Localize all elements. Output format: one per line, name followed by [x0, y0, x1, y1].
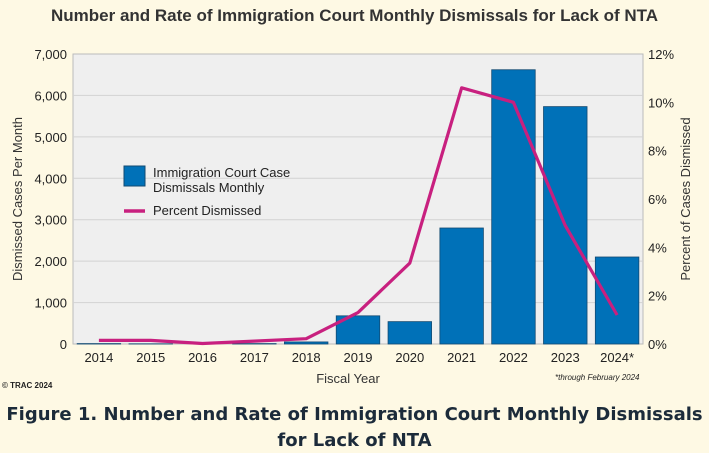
y2-tick-label: 8%	[648, 144, 667, 159]
x-tick-label: 2020	[395, 350, 424, 365]
y-tick-label: 3,000	[34, 213, 67, 228]
x-tick-label: 2021	[447, 350, 476, 365]
credit: © TRAC 2024	[2, 381, 53, 390]
y2-tick-label: 2%	[648, 289, 667, 304]
legend-label-bars: Immigration Court Case	[153, 165, 290, 180]
y2-tick-label: 10%	[648, 95, 674, 110]
x-tick-label: 2015	[136, 350, 165, 365]
legend-label-bars-line2: Dismissals Monthly	[153, 180, 265, 195]
y2-tick-label: 12%	[648, 47, 674, 62]
y2-tick-label: 0%	[648, 337, 667, 352]
chart: 0 1,000 2,000 3,000 4,000 5,000 6,000 7,000 0% 2%…	[10, 47, 693, 386]
bar	[491, 69, 536, 345]
legend-label-line: Percent Dismissed	[153, 203, 261, 218]
x-tick-label: 2016	[188, 350, 217, 365]
chart-title: Number and Rate of Immigration Court Mon…	[50, 6, 659, 25]
y-tick-label: 7,000	[34, 47, 67, 62]
y2-tick-label: 6%	[648, 192, 667, 207]
bar	[594, 256, 640, 345]
y-tick-label: 4,000	[34, 171, 67, 186]
x-axis-label: Fiscal Year	[316, 371, 380, 386]
bar	[284, 341, 329, 345]
footnote: *through February 2024	[555, 373, 640, 382]
y-tick-label: 5,000	[34, 130, 67, 145]
x-tick-label: 2018	[292, 350, 321, 365]
x-tick-label: 2024*	[600, 350, 634, 365]
x-tick-label: 2017	[240, 350, 269, 365]
y-tick-label: 6,000	[34, 88, 67, 103]
legend-swatch-bars	[123, 165, 146, 187]
x-tick-label: 2023	[551, 350, 580, 365]
y-tick-label: 2,000	[34, 254, 67, 269]
y2-tick-label: 4%	[648, 240, 667, 255]
y-tick-label: 1,000	[34, 296, 67, 311]
x-tick-label: 2019	[344, 350, 373, 365]
x-tick-label: 2022	[499, 350, 528, 365]
y-tick-label: 0	[60, 337, 67, 352]
figure-caption: Figure 1. Number and Rate of Immigration…	[6, 404, 703, 451]
y2-axis-label: Percent of Cases Dismissed	[678, 117, 693, 280]
y-axis-label: Dismissed Cases Per Month	[10, 117, 25, 281]
x-tick-label: 2014	[84, 350, 113, 365]
bar	[439, 227, 484, 345]
bar	[387, 321, 432, 345]
